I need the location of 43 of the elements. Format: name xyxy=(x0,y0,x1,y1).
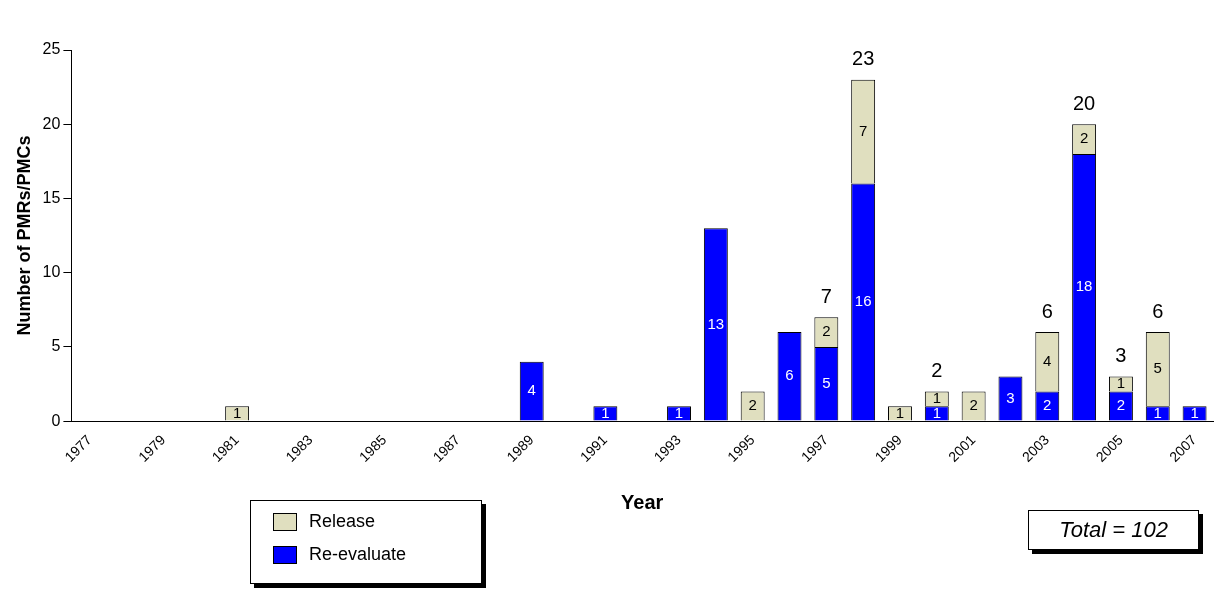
legend-label: Re-evaluate xyxy=(309,544,407,565)
data-label: 2 xyxy=(1079,129,1089,147)
data-label: 2 xyxy=(822,322,831,340)
data-label: 1 xyxy=(232,403,242,421)
total-label: 20 xyxy=(1072,91,1096,114)
y-tick-label: 25 xyxy=(42,40,61,58)
total-label: 2 xyxy=(931,358,943,381)
text: Total = 102 xyxy=(1028,510,1199,550)
data-label: 1 xyxy=(932,403,941,421)
data-label: 3 xyxy=(1006,388,1015,406)
data-label: 16 xyxy=(854,292,872,310)
data-label: 2 xyxy=(1116,396,1126,414)
data-label: 1 xyxy=(1116,374,1126,392)
total-label: 23 xyxy=(852,47,875,70)
y-tick-label: 10 xyxy=(42,263,61,281)
data-label: 13 xyxy=(707,314,725,332)
data-label: 2 xyxy=(748,396,757,414)
data-label: 1 xyxy=(895,403,905,421)
data-label: 6 xyxy=(785,366,794,384)
total-label: 6 xyxy=(1041,299,1053,322)
data-label: 5 xyxy=(1153,359,1162,377)
data-label: 4 xyxy=(527,381,536,399)
x-axis-title: Year xyxy=(621,490,664,513)
data-label: 2 xyxy=(1043,396,1052,414)
total-label: 6 xyxy=(1152,299,1164,322)
data-label: 4 xyxy=(1043,351,1052,369)
data-label: 1 xyxy=(1153,403,1162,421)
y-axis-title: Number of PMRs/PMCs xyxy=(13,135,34,336)
data-label: 5 xyxy=(822,373,831,391)
data-label: 1 xyxy=(932,388,941,406)
y-tick-label: 0 xyxy=(51,411,61,429)
legend-label: Release xyxy=(309,511,376,532)
data-label: 7 xyxy=(858,121,868,139)
total-label: 7 xyxy=(820,284,832,307)
data-label: 18 xyxy=(1075,277,1093,295)
y-tick-label: 5 xyxy=(51,337,61,355)
data-label: 1 xyxy=(601,403,610,421)
data-label: 2 xyxy=(969,396,978,414)
data-label: 1 xyxy=(1190,403,1199,421)
y-tick-label: 15 xyxy=(42,188,61,206)
y-tick-label: 20 xyxy=(42,114,61,132)
total-label: 3 xyxy=(1115,344,1127,367)
data-label: 1 xyxy=(674,403,684,421)
